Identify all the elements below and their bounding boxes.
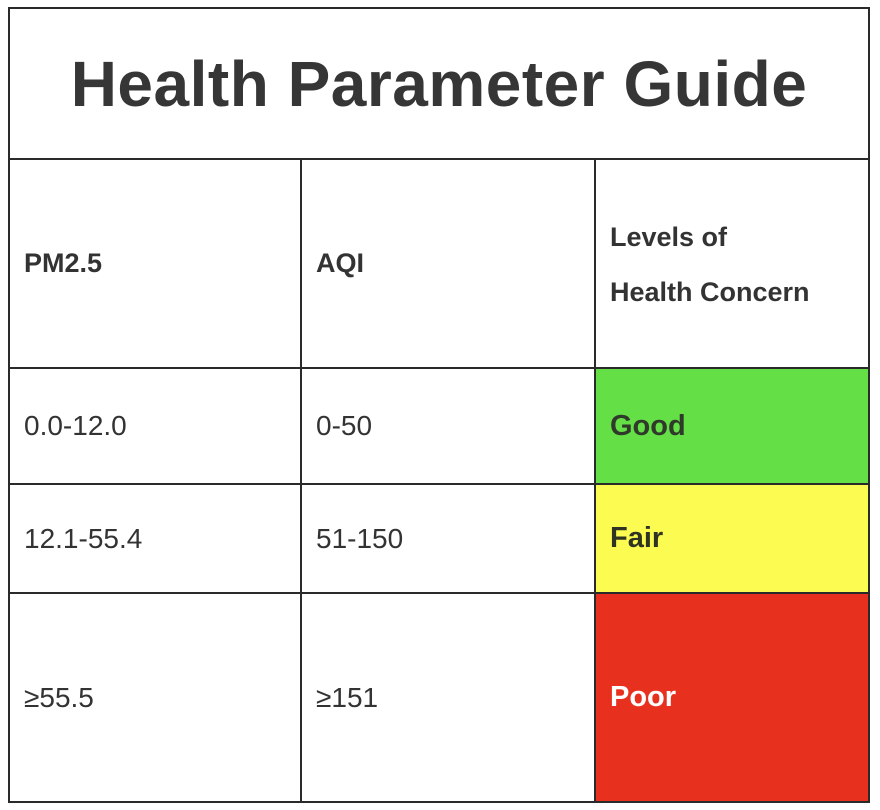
aqi-value: 0-50 [302,369,596,485]
aqi-value: ≥151 [302,594,596,801]
page-title: Health Parameter Guide [70,47,808,120]
header-pm25: PM2.5 [10,160,302,369]
header-health-concern: Levels of Health Concern [596,160,868,369]
level-fair-badge: Fair [596,485,868,594]
header-health-concern-line1: Levels of [610,221,728,252]
pm25-value: 12.1-55.4 [10,485,302,594]
aqi-value: 51-150 [302,485,596,594]
header-aqi: AQI [302,160,596,369]
title-cell: Health Parameter Guide [10,9,868,160]
health-parameter-guide-table: Health Parameter Guide PM2.5 AQI Levels … [8,7,870,803]
header-health-concern-line2: Health Concern [610,276,810,307]
pm25-value: 0.0-12.0 [10,369,302,485]
level-poor-badge: Poor [596,594,868,801]
pm25-value: ≥55.5 [10,594,302,801]
level-good-badge: Good [596,369,868,485]
